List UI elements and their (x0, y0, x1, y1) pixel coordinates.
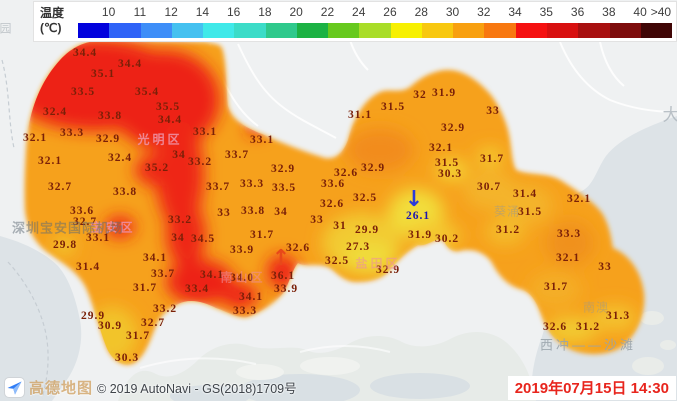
legend-swatch: 30 (421, 5, 459, 38)
legend-tick-label: 24 (352, 5, 366, 19)
legend-swatch: >40 (640, 5, 673, 38)
legend-title: 温度 (℃) (34, 2, 76, 41)
amap-watermark: 高德地图 (29, 380, 94, 397)
legend-tick-label: 16 (226, 5, 241, 19)
legend-title-unit: (℃) (40, 21, 62, 35)
legend-tick-label: 32 (477, 5, 491, 19)
legend-tick-label: 40 (633, 5, 647, 19)
legend-tick-label: 38 (602, 5, 616, 19)
legend-swatch: 10 (78, 5, 115, 38)
legend-swatch: 20 (265, 5, 303, 38)
legend-tick-label: 18 (258, 5, 272, 19)
timestamp-badge: 2019年07月15日 14:30 (507, 376, 676, 400)
legend-tick-label: 14 (195, 5, 210, 19)
legend-swatch: 22 (296, 5, 334, 38)
legend-tick-label: 36 (570, 5, 585, 19)
legend-tick-label: 34 (508, 5, 522, 19)
legend-tick-label: 28 (414, 5, 428, 19)
legend-swatch: 38 (578, 5, 616, 38)
legend-swatch: 12 (140, 5, 178, 38)
legend-swatch: 18 (234, 5, 272, 38)
legend-swatch: 36 (546, 5, 584, 38)
legend-tick-label: 26 (383, 5, 397, 19)
boundary-lines (1, 59, 49, 399)
legend-tick-label: 20 (289, 5, 303, 19)
legend-swatch: 28 (390, 5, 428, 38)
legend-swatch: 24 (328, 5, 365, 38)
legend-swatch: 26 (359, 5, 397, 38)
autonavi-logo-icon (4, 377, 25, 398)
legend-tick-label: 11 (133, 5, 147, 19)
legend-swatch: 16 (203, 5, 240, 38)
legend-swatch: 14 (171, 5, 209, 38)
legend-title-text: 温度 (40, 6, 65, 20)
legend-cells: 10 11 12 14 16 18 20 22 24 26 28 30 32 34 35 36 38 40 >40 (76, 2, 676, 41)
legend-swatch: 32 (453, 5, 490, 38)
legend-tick-label: 35 (539, 5, 553, 19)
legend-swatch: 34 (484, 5, 522, 38)
legend-tick-label: 30 (445, 5, 460, 19)
copyright-text: © 2019 AutoNavi - GS(2018)1709号 (97, 382, 297, 396)
legend-swatch: 40 (609, 5, 647, 38)
roads (139, 39, 677, 369)
legend-tick-label: 22 (320, 5, 335, 19)
temperature-legend: 温度 (℃) 10 11 12 14 16 18 20 22 24 26 28 30 32 34 35 36 3… (33, 1, 677, 42)
map-attribution: 高德地图 © 2019 AutoNavi - GS(2018)1709号 (4, 377, 297, 398)
legend-tick-label: >40 (650, 5, 672, 19)
legend-swatch: 11 (109, 5, 146, 38)
legend-tick-label: 10 (101, 5, 116, 19)
legend-swatch: 35 (515, 5, 553, 38)
legend-tick-label: 12 (164, 5, 178, 19)
